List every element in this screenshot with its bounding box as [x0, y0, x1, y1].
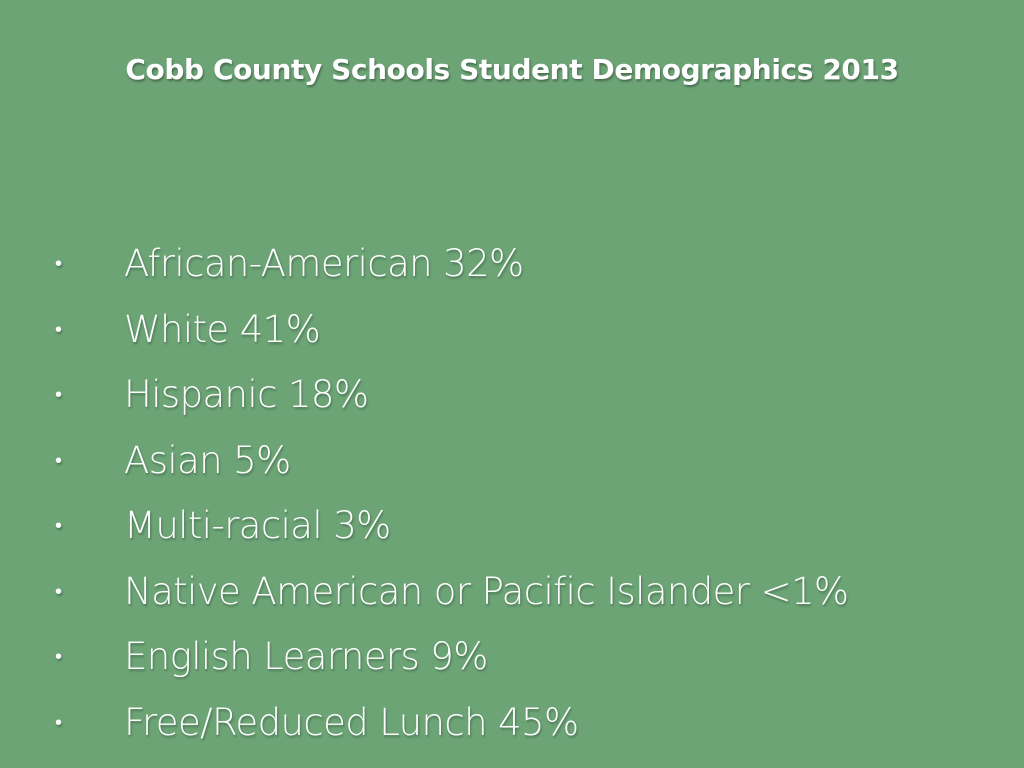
- list-item: • Native American or Pacific Islander <1…: [0, 559, 1024, 625]
- bullet-icon: •: [55, 447, 63, 472]
- list-item: • White 41%: [0, 297, 1024, 363]
- bullet-text: Asian 5%: [124, 438, 291, 482]
- list-item: • English Learners 9%: [0, 624, 1024, 690]
- bullet-icon: •: [55, 316, 63, 341]
- bullet-text: Hispanic 18%: [124, 373, 369, 416]
- list-item: • Free/Reduced Lunch 45%: [0, 690, 1024, 756]
- list-item: • African-American 32%: [0, 231, 1024, 297]
- list-item: • Multi-racial 3%: [0, 493, 1024, 559]
- bullet-icon: •: [55, 578, 63, 603]
- bullet-text: Free/Reduced Lunch 45%: [124, 700, 579, 744]
- bullet-icon: •: [55, 709, 63, 734]
- bullet-icon: •: [55, 513, 63, 537]
- bullet-text: African-American 32%: [124, 242, 524, 285]
- bullet-icon: •: [55, 251, 63, 275]
- bullet-icon: •: [55, 382, 63, 406]
- bullet-list: • African-American 32% • White 41% • His…: [0, 231, 1024, 755]
- list-item: • Hispanic 18%: [0, 362, 1024, 428]
- slide-title: Cobb County Schools Student Demographics…: [125, 53, 899, 86]
- bullet-text: White 41%: [124, 307, 321, 351]
- list-item: • Asian 5%: [0, 428, 1024, 494]
- bullet-text: Native American or Pacific Islander <1%: [124, 569, 849, 613]
- bullet-text: Multi-racial 3%: [124, 504, 391, 547]
- bullet-icon: •: [55, 644, 63, 668]
- bullet-text: English Learners 9%: [124, 635, 488, 678]
